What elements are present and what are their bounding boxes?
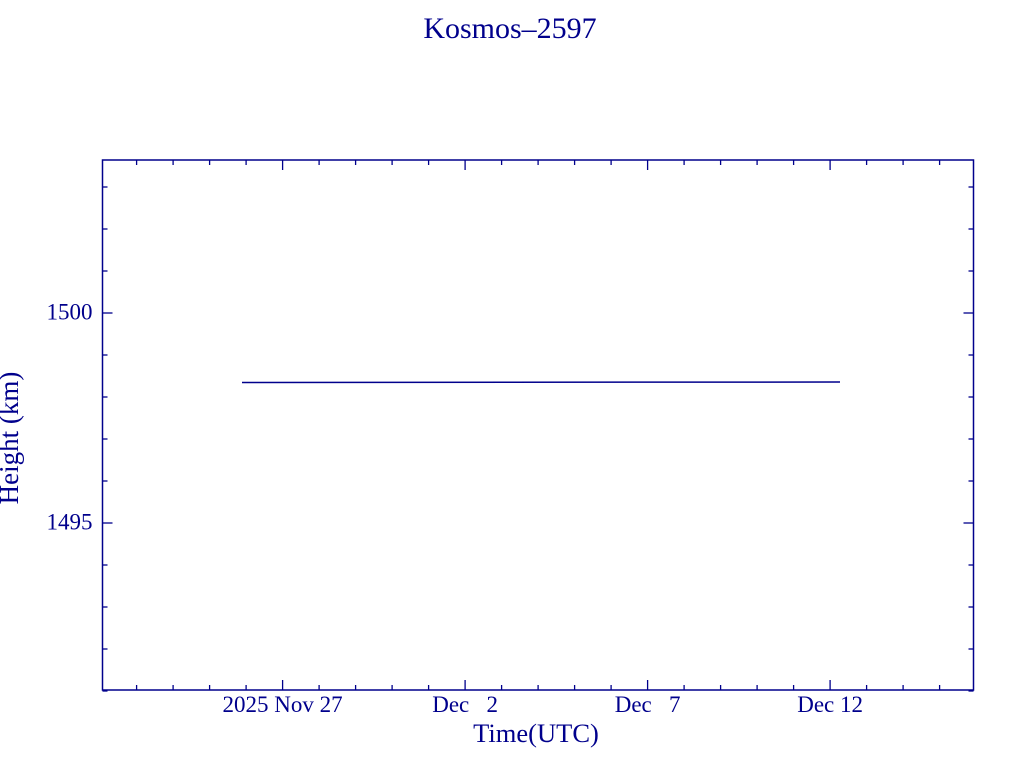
svg-text:1500: 1500 xyxy=(47,300,93,325)
svg-text:1495: 1495 xyxy=(47,510,93,535)
svg-text:Time(UTC): Time(UTC) xyxy=(473,718,599,748)
svg-text:Dec 2: Dec 2 xyxy=(432,692,498,717)
svg-text:2025 Nov 27: 2025 Nov 27 xyxy=(223,692,343,717)
svg-text:Dec 7: Dec 7 xyxy=(615,692,681,717)
svg-text:Height (km): Height (km) xyxy=(0,372,24,505)
svg-text:Kosmos–2597: Kosmos–2597 xyxy=(423,12,596,45)
svg-text:Dec 12: Dec 12 xyxy=(797,692,863,717)
